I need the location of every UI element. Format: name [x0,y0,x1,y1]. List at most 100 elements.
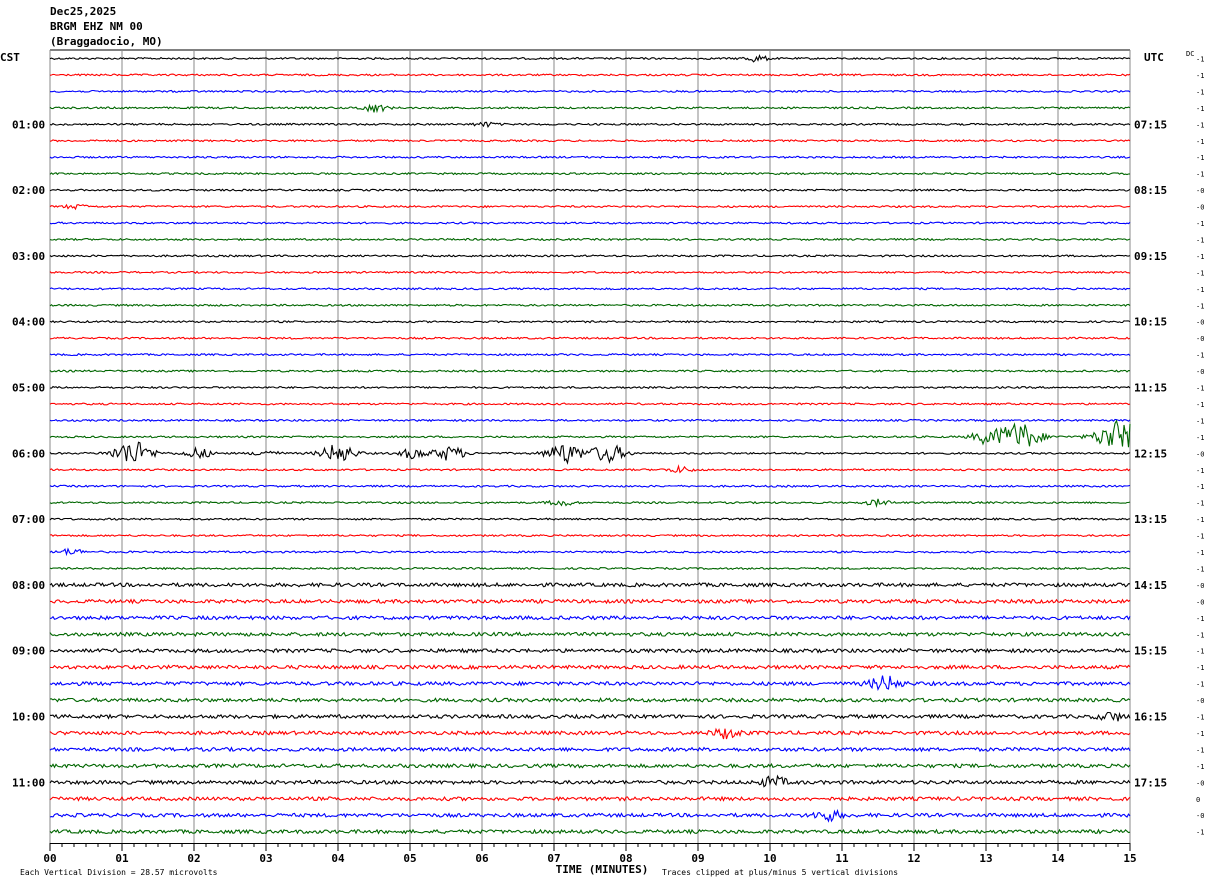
right-hour-label: 09:15 [1134,250,1167,263]
x-tick-label: 10 [763,852,776,865]
dc-offset-label: -1 [1196,714,1204,722]
dc-offset-label: -1 [1196,648,1204,656]
trace-line [49,54,1131,63]
trace-line [49,352,1131,357]
dc-offset-label: -0 [1196,335,1204,343]
dc-offset-label: -1 [1196,763,1204,771]
dc-offset-label: -1 [1196,220,1204,228]
dc-header-label: DC [1186,50,1194,58]
dc-offset-label: -1 [1196,72,1204,80]
dc-offset-label: -1 [1196,385,1204,393]
dc-offset-label: -1 [1196,631,1204,639]
trace-line [49,533,1131,538]
dc-offset-label: -1 [1196,681,1204,689]
dc-offset-label: -0 [1196,319,1204,327]
trace-line [49,795,1131,802]
x-tick-label: 09 [691,852,704,865]
x-tick-label: 08 [619,852,632,865]
x-tick-label: 04 [331,852,345,865]
dc-offset-label: -1 [1196,565,1204,573]
x-tick-label: 00 [43,852,56,865]
trace-line [49,237,1131,242]
trace-line [49,746,1131,753]
dc-offset-label: -0 [1196,582,1204,590]
dc-offset-label: -1 [1196,138,1204,146]
trace-line [49,402,1131,406]
left-hour-label: 04:00 [12,316,45,329]
station-label: BRGM EHZ NM 00 [50,20,143,33]
trace-line [49,614,1131,621]
dc-offset-label: -1 [1196,352,1204,360]
trace-line [49,664,1131,671]
left-hour-label: 08:00 [12,579,45,592]
right-hour-label: 07:15 [1134,118,1167,131]
trace-line [49,711,1131,722]
right-hour-label: 13:15 [1134,513,1167,526]
trace-line [49,385,1131,390]
dc-offset-label: -1 [1196,483,1204,491]
trace-line [49,287,1131,291]
trace-line [49,727,1131,740]
dc-offset-label: -1 [1196,829,1204,837]
scale-footer: Each Vertical Division = 28.57 microvolt… [20,868,218,877]
dc-offset-label: -1 [1196,154,1204,162]
dc-offset-label: -1 [1196,401,1204,409]
trace-line [49,631,1131,638]
trace-line [49,647,1131,654]
dc-offset-label: -1 [1196,88,1204,96]
trace-line [49,418,1131,423]
x-tick-label: 14 [1051,852,1065,865]
left-hour-label: 03:00 [12,250,45,263]
trace-line [49,675,1131,692]
left-hour-label: 06:00 [12,447,45,460]
left-hour-label: 11:00 [12,776,45,789]
dc-offset-label: -1 [1196,533,1204,541]
dc-offset-label: -1 [1196,549,1204,557]
right-timezone-label: UTC [1144,51,1164,64]
dc-offset-label: -1 [1196,269,1204,277]
dc-offset-label: -1 [1196,302,1204,310]
trace-line [49,774,1131,788]
dc-offset-label: -1 [1196,417,1204,425]
dc-offset-label: -1 [1196,730,1204,738]
trace-line [49,369,1131,373]
dc-offset-label: -0 [1196,187,1204,195]
trace-line [49,697,1131,703]
dc-offset-label: 0 [1196,796,1200,804]
clip-footer: Traces clipped at plus/minus 5 vertical … [662,868,898,877]
trace-line [49,319,1131,324]
right-hour-label: 10:15 [1134,316,1167,329]
right-hour-label: 16:15 [1134,711,1167,724]
dc-offset-label: -0 [1196,812,1204,820]
dc-offset-label: -0 [1196,779,1204,787]
trace-line [49,547,1131,557]
left-timezone-label: CST [0,51,20,64]
x-tick-label: 07 [547,852,560,865]
trace-line [49,139,1131,143]
dc-offset-label: -1 [1196,664,1204,672]
x-tick-label: 03 [259,852,272,865]
trace-line [49,581,1131,588]
x-tick-label: 05 [403,852,416,865]
trace-line [49,808,1131,823]
x-tick-label: 11 [835,852,849,865]
dc-offset-label: -0 [1196,450,1204,458]
left-hour-label: 07:00 [12,513,45,526]
dc-offset-label: -0 [1196,697,1204,705]
trace-line [49,270,1131,274]
right-hour-label: 17:15 [1134,776,1167,789]
date-label: Dec25,2025 [50,5,117,18]
trace-line [49,303,1131,307]
dc-offset-label: -1 [1196,286,1204,294]
left-hour-label: 01:00 [12,118,45,131]
right-hour-label: 11:15 [1134,382,1167,395]
dc-offset-label: -1 [1196,434,1204,442]
x-tick-label: 01 [115,852,129,865]
right-hour-label: 14:15 [1134,579,1167,592]
left-hour-label: 05:00 [12,382,45,395]
trace-line [49,762,1131,769]
right-hour-label: 15:15 [1134,645,1167,658]
trace-line [49,221,1131,225]
x-tick-label: 13 [979,852,992,865]
